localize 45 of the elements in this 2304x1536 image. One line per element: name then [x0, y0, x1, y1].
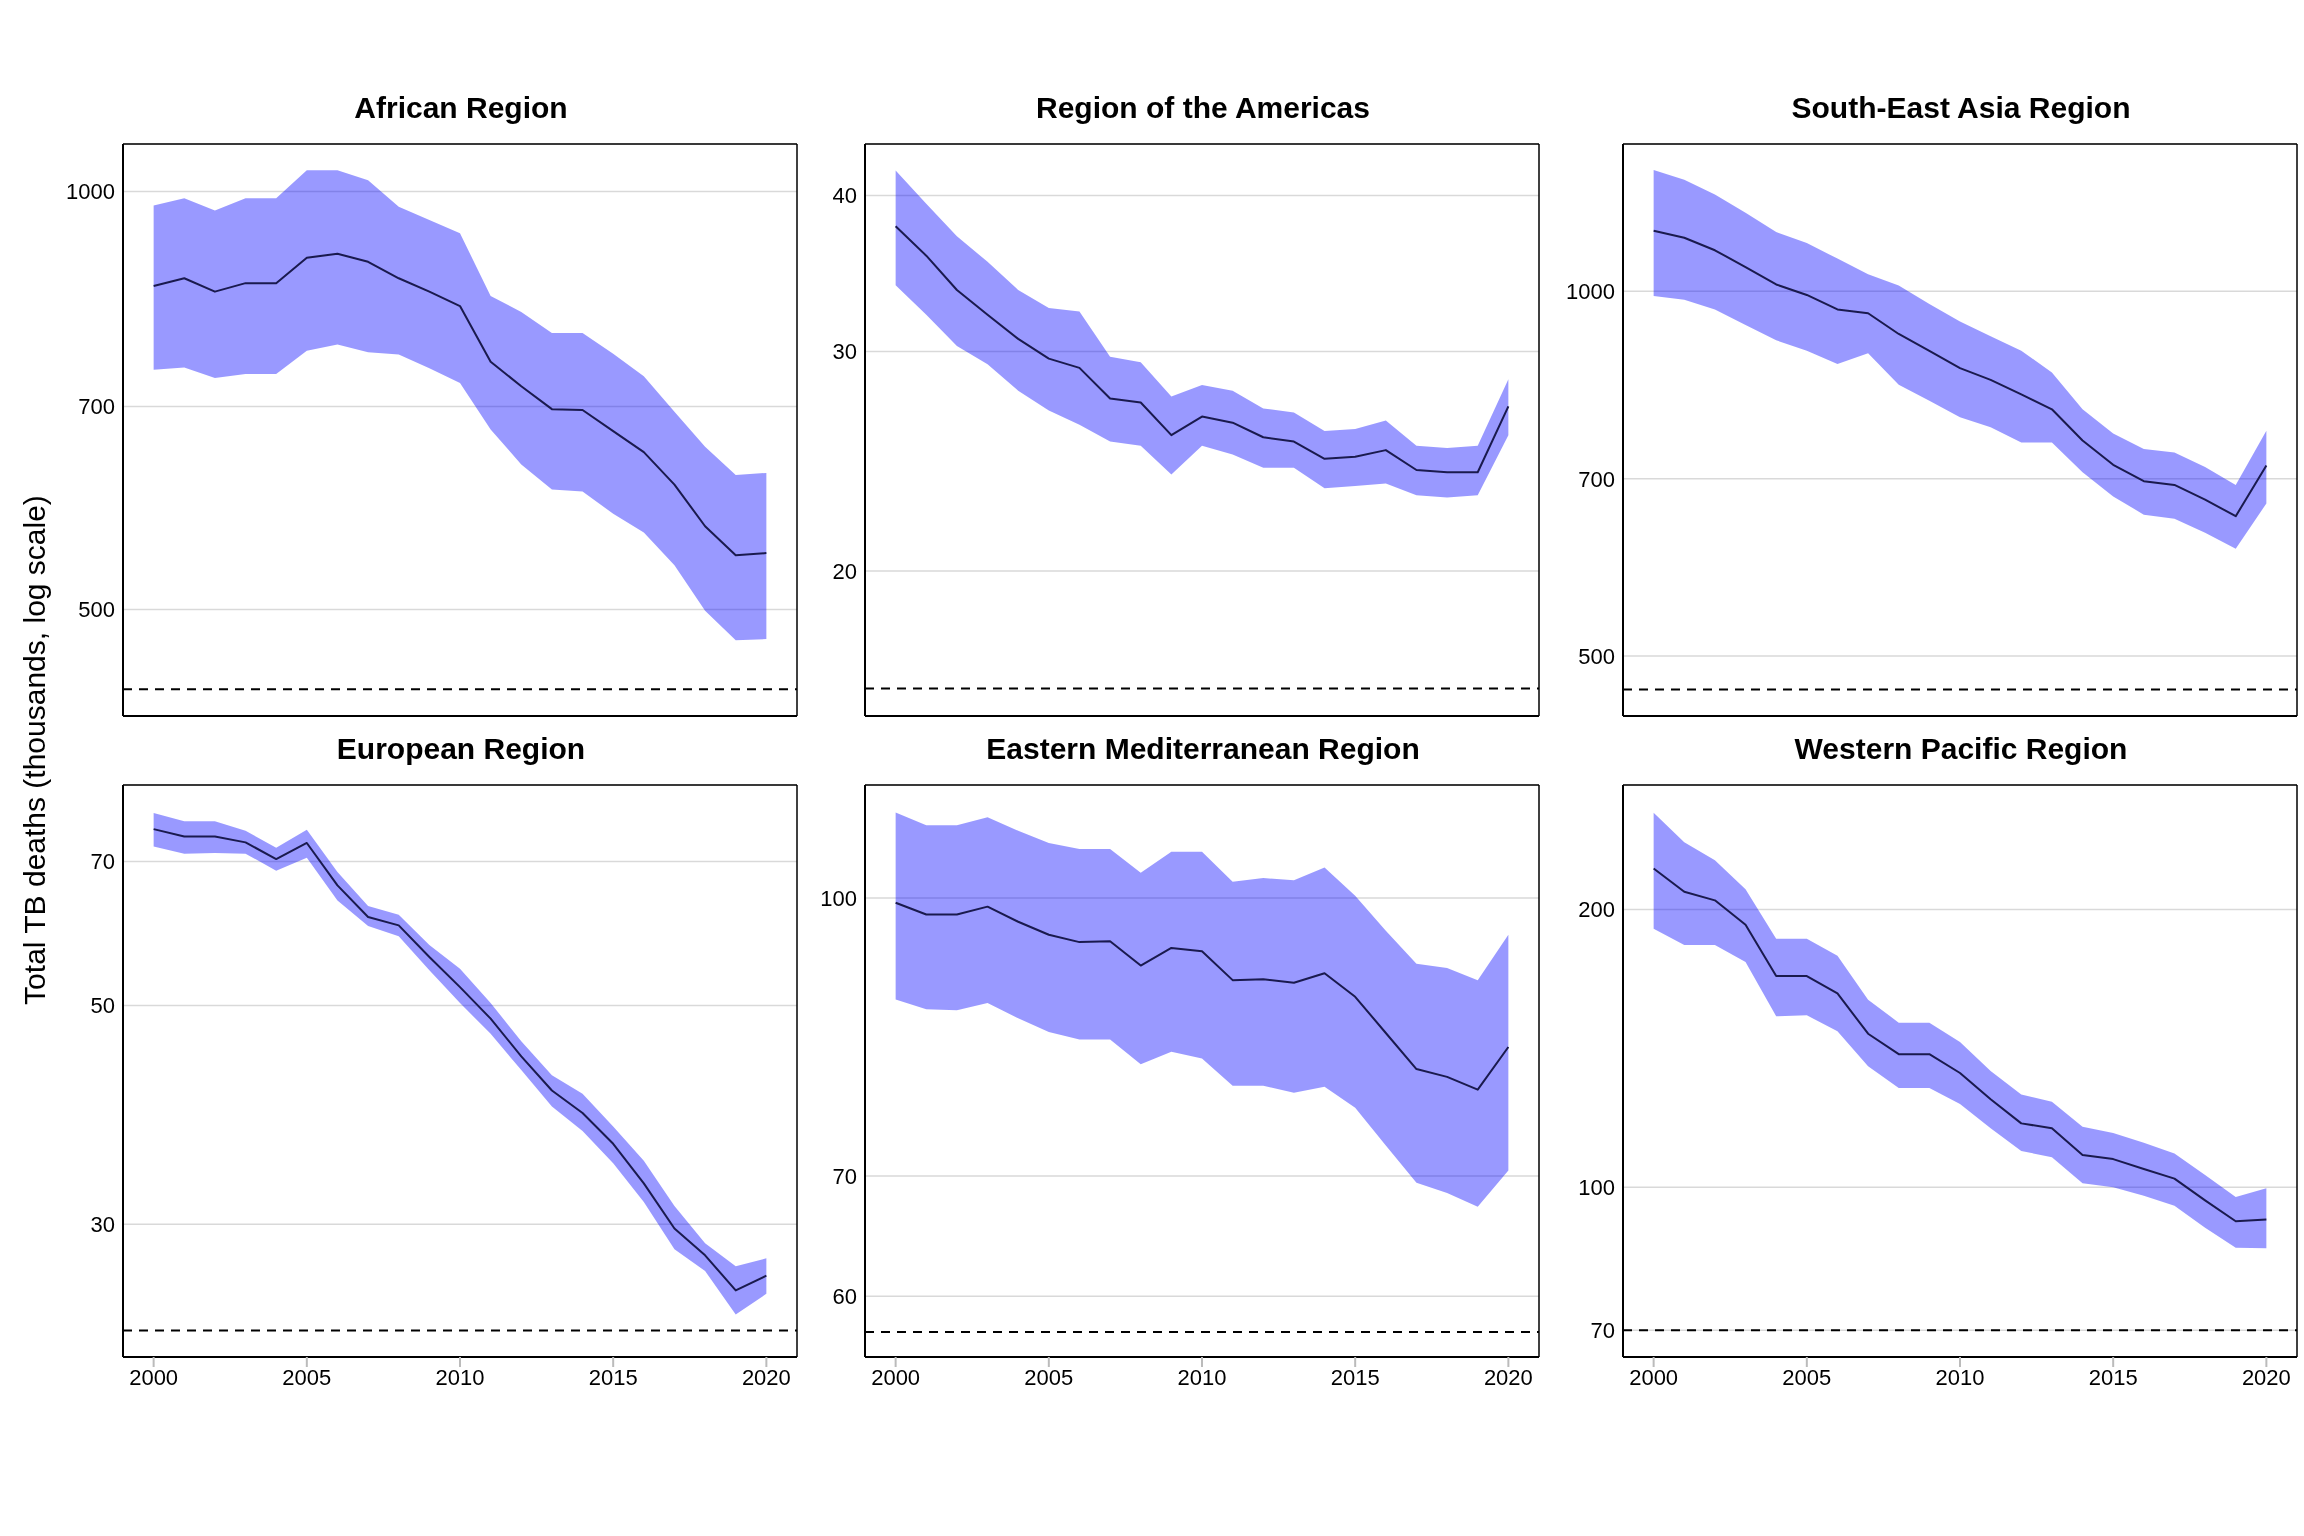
y-tick-label: 30	[832, 339, 857, 365]
x-tick-label: 2010	[1935, 1364, 1985, 1390]
y-tick-label: 20	[832, 558, 857, 584]
line-series	[1652, 867, 2268, 1223]
y-tick-label: 50	[90, 993, 115, 1019]
x-tick-label: 2000	[129, 1364, 179, 1390]
x-tick-label: 2020	[2241, 1364, 2291, 1390]
line-series	[894, 901, 1510, 1091]
y-tick-label: 500	[1578, 643, 1615, 669]
x-tick-label: 2005	[282, 1364, 332, 1390]
chart-title: African Region	[353, 90, 569, 126]
x-tick-label: 2010	[1177, 1364, 1227, 1390]
y-tick-label: 60	[832, 1284, 857, 1310]
x-tick-label: 2005	[1024, 1364, 1074, 1390]
x-tick-label: 2000	[871, 1364, 921, 1390]
chart-title: Region of the Americas	[1035, 90, 1371, 126]
chart-title: South-East Asia Region	[1790, 90, 2132, 126]
chart-title: Western Pacific Region	[1793, 731, 2129, 767]
x-tick-label: 2020	[1483, 1364, 1533, 1390]
y-tick-label: 1000	[1566, 279, 1615, 305]
y-tick-label: 70	[90, 849, 115, 875]
y-tick-label: 70	[1590, 1318, 1615, 1344]
chart-title: European Region	[335, 731, 587, 767]
y-tick-label: 500	[78, 597, 115, 623]
x-tick-label: 2010	[435, 1364, 485, 1390]
y-tick-label: 700	[1578, 466, 1615, 492]
y-tick-label: 100	[820, 885, 857, 911]
line-series	[152, 252, 768, 557]
y-axis-title: Total TB deaths (thousands, log scale)	[18, 495, 52, 1005]
x-tick-label: 2020	[741, 1364, 791, 1390]
y-tick-label: 100	[1578, 1175, 1615, 1201]
x-tick-label: 2015	[2088, 1364, 2138, 1390]
y-tick-label: 30	[90, 1212, 115, 1238]
y-tick-label: 40	[832, 183, 857, 209]
y-tick-label: 700	[78, 394, 115, 420]
x-tick-label: 2005	[1782, 1364, 1832, 1390]
line-series	[894, 225, 1510, 474]
x-tick-label: 2015	[588, 1364, 638, 1390]
x-tick-label: 2015	[1330, 1364, 1380, 1390]
y-tick-label: 1000	[66, 179, 115, 205]
chart-title: Eastern Mediterranean Region	[985, 731, 1421, 767]
y-tick-label: 200	[1578, 897, 1615, 923]
y-tick-label: 70	[832, 1163, 857, 1189]
x-tick-label: 2000	[1629, 1364, 1679, 1390]
line-series	[1652, 229, 2268, 518]
